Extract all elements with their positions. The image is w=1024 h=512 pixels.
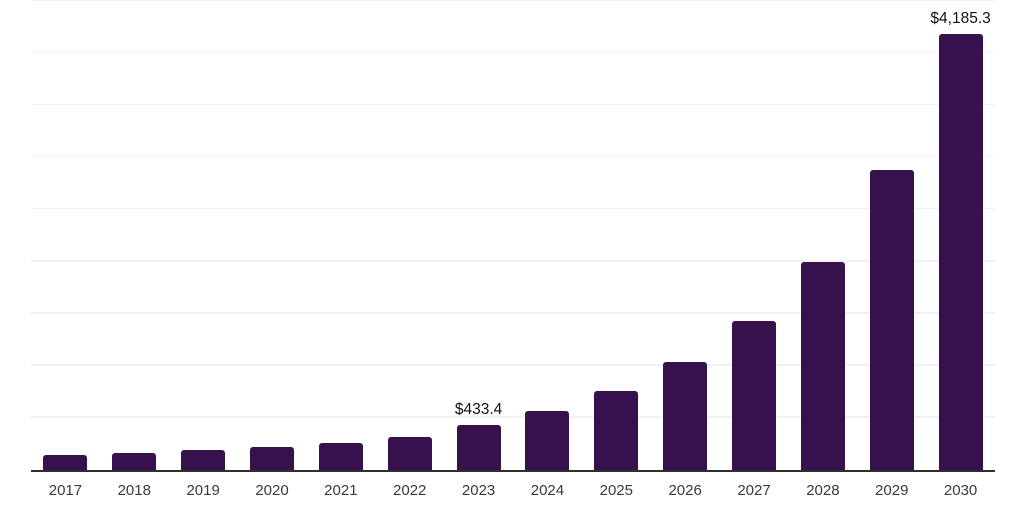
- x-axis-labels: 2017 2018 2019 2020 2021 2022 2023 2024 2025 2026…: [31, 482, 995, 500]
- bar-2027: [732, 321, 777, 470]
- plot-area: $433.4 $4,185.3: [31, 0, 995, 472]
- x-axis-label-2022: 2022: [393, 482, 427, 499]
- gridline: [31, 416, 995, 418]
- bar-slot-2026: [651, 1, 720, 470]
- bar-2026: [663, 362, 708, 470]
- bar-slot-2023: $433.4: [444, 1, 513, 470]
- gridline: [31, 155, 995, 158]
- gridline: [31, 364, 995, 366]
- gridline: [31, 207, 995, 210]
- x-axis-label-2025: 2025: [599, 482, 633, 499]
- bar-2030: [938, 33, 983, 470]
- bar-slot-2021: [306, 1, 375, 470]
- bar-2018: [112, 452, 157, 470]
- bar-2024: [525, 411, 570, 470]
- x-axis-label-2021: 2021: [324, 482, 358, 499]
- x-axis-label-2018: 2018: [117, 482, 151, 499]
- bar-slot-2027: [720, 1, 789, 470]
- x-axis-label-2028: 2028: [806, 482, 840, 499]
- x-axis-label-2027: 2027: [737, 482, 771, 499]
- bar-2022: [387, 436, 432, 470]
- bar-slot-2022: [375, 1, 444, 470]
- bars-container: $433.4 $4,185.3: [31, 1, 995, 470]
- x-axis-label-2030: 2030: [943, 482, 978, 499]
- bar-slot-2018: [100, 1, 169, 470]
- bar-slot-2030: $4,185.3: [926, 1, 995, 470]
- x-axis-label-2029: 2029: [875, 482, 909, 499]
- bar-slot-2024: [513, 1, 582, 470]
- bar-slot-2025: [582, 1, 651, 470]
- bar-2028: [800, 261, 845, 470]
- bar-slot-2028: [788, 1, 857, 470]
- x-axis-label-2026: 2026: [668, 482, 702, 499]
- gridline: [31, 51, 995, 54]
- x-axis-label-2024: 2024: [530, 482, 565, 499]
- x-axis-label-2023: 2023: [461, 482, 496, 499]
- bar-2019: [181, 450, 226, 470]
- x-axis-label-2019: 2019: [186, 482, 220, 499]
- value-label-2030: $4,185.3: [930, 10, 991, 28]
- x-axis-label-2020: 2020: [255, 482, 289, 499]
- bar-slot-2019: [169, 1, 238, 470]
- bar-slot-2017: [31, 1, 100, 470]
- bar-2023: [456, 424, 501, 470]
- x-axis-line: [31, 470, 995, 472]
- bar-slot-2029: [857, 1, 926, 470]
- x-axis-label-2017: 2017: [48, 482, 83, 499]
- bar-2021: [318, 443, 363, 470]
- gridline: [31, 103, 995, 106]
- bar-2020: [250, 446, 294, 470]
- bar-slot-2020: [238, 1, 307, 470]
- bar-2025: [594, 391, 639, 470]
- gridline: [31, 312, 995, 314]
- bar-2017: [43, 454, 88, 470]
- value-label-2023: $433.4: [454, 401, 503, 419]
- bar-2029: [869, 170, 914, 470]
- gridline: [31, 260, 995, 262]
- gridline: [31, 0, 995, 1]
